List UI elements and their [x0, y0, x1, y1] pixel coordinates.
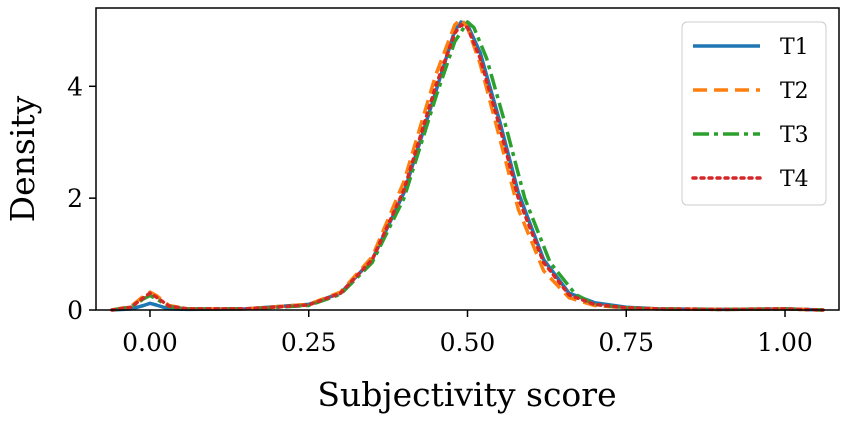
legend-label-T3: T3 — [780, 123, 809, 148]
x-tick-label: 0.00 — [122, 328, 178, 357]
x-tick-label: 0.75 — [598, 328, 654, 357]
legend-label-T1: T1 — [780, 35, 809, 60]
x-axis: 0.00 0.25 0.50 0.75 1.00 — [122, 310, 813, 357]
y-axis: 0 2 4 — [67, 72, 96, 325]
series-curves — [110, 17, 825, 312]
x-tick-label: 0.25 — [281, 328, 337, 357]
y-tick-label: 0 — [67, 296, 83, 325]
series-line-T4 — [110, 23, 825, 312]
x-tick-label: 1.00 — [757, 328, 813, 357]
x-axis-label: Subjectivity score — [317, 375, 616, 414]
legend: T1 T2 T3 T4 — [681, 21, 827, 206]
legend-label-T4: T4 — [780, 167, 809, 192]
y-axis-label: Density — [3, 95, 42, 222]
legend-label-T2: T2 — [780, 79, 809, 104]
x-tick-label: 0.50 — [440, 328, 496, 357]
legend-box — [681, 21, 827, 206]
y-tick-label: 2 — [67, 184, 83, 213]
y-tick-label: 4 — [67, 72, 83, 101]
